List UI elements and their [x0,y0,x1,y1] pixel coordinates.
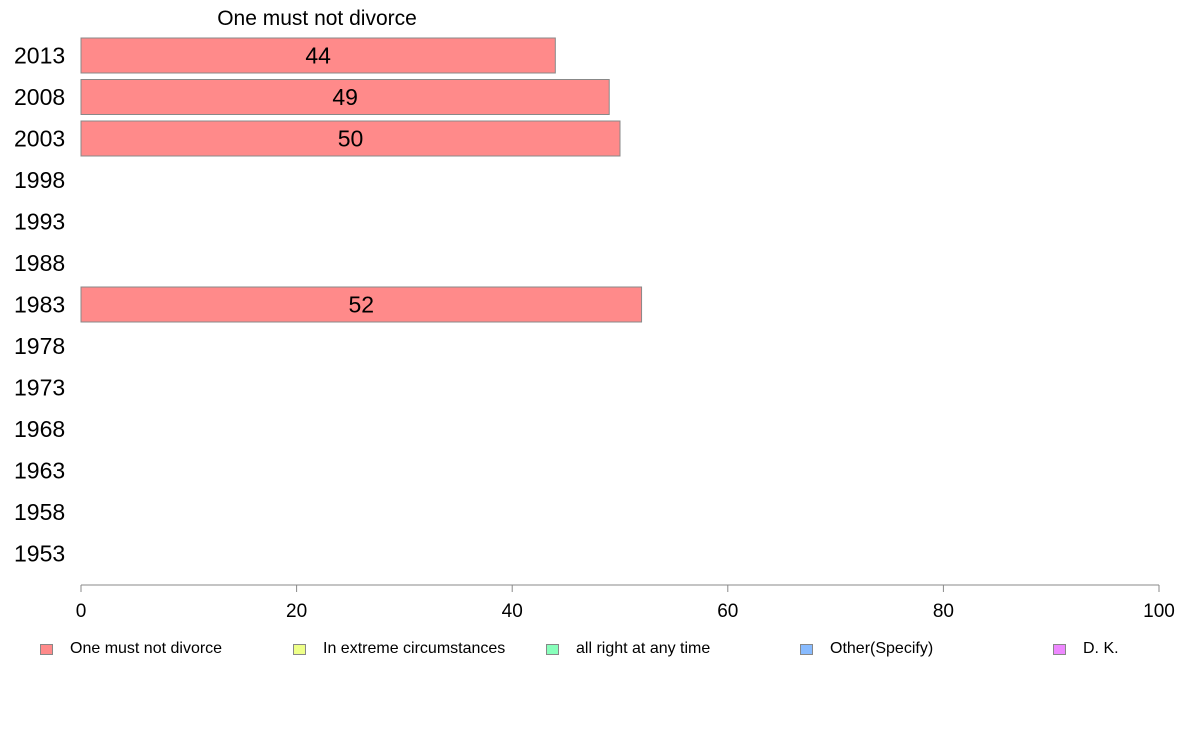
legend-swatch [546,643,559,655]
chart-title: One must not divorce [217,7,417,30]
bar-value-label: 50 [338,126,364,152]
legend-item-other-specify: Other(Specify) [800,638,933,660]
legend-label: In extreme circumstances [323,640,506,657]
y-tick-label: 1968 [14,416,65,442]
y-tick-label: 2003 [14,126,65,152]
bar [80,120,621,157]
x-tick-label: 20 [286,601,307,622]
x-tick-label: 60 [717,601,738,622]
legend-label: One must not divorce [70,640,223,657]
legend-swatch [40,643,53,655]
y-tick-label: 1953 [14,541,65,567]
legend-label: Other(Specify) [830,640,934,657]
y-axis-labels: 2013 2008 2003 1998 1993 1988 1983 1978 1973 1968… [14,43,65,567]
bar [80,79,610,115]
x-tick-label: 0 [76,601,87,622]
bar-chart: One must not divorce 2013 2008 2003 1998 199… [14,7,1175,622]
legend-swatch [293,643,306,655]
y-tick-label: 1978 [14,333,65,359]
legend-item-one-must-not-divorce: One must not divorce [40,638,222,660]
legend-label: D. K. [1083,640,1119,657]
legend-item-all-right-at-any-time: all right at any time [546,638,710,660]
y-tick-label: 1963 [14,458,65,484]
bar [80,286,643,323]
y-tick-label: 1998 [14,167,65,193]
x-tick-label: 80 [933,601,954,622]
legend-item-in-extreme-circumstances: In extreme circumstances [293,638,505,660]
y-tick-label: 1993 [14,209,65,235]
y-tick-label: 2013 [14,43,65,69]
y-tick-label: 1983 [14,292,65,318]
x-axis: 0 20 40 60 80 100 [76,584,1175,622]
legend: One must not divorce In extreme circumst… [0,638,1188,660]
bar [80,37,556,74]
y-tick-label: 2008 [14,84,65,110]
y-tick-label: 1958 [14,499,65,525]
legend-label: all right at any time [576,640,711,657]
bar-value-label: 52 [348,292,374,318]
x-tick-label: 40 [502,601,523,622]
x-tick-label: 100 [1143,601,1175,622]
legend-item-dk: D. K. [1053,638,1119,660]
bar-value-label: 49 [332,84,358,110]
bar-value-label: 44 [305,43,331,69]
y-tick-label: 1973 [14,375,65,401]
y-tick-label: 1988 [14,250,65,276]
legend-swatch [1053,643,1066,655]
legend-swatch [800,643,813,655]
